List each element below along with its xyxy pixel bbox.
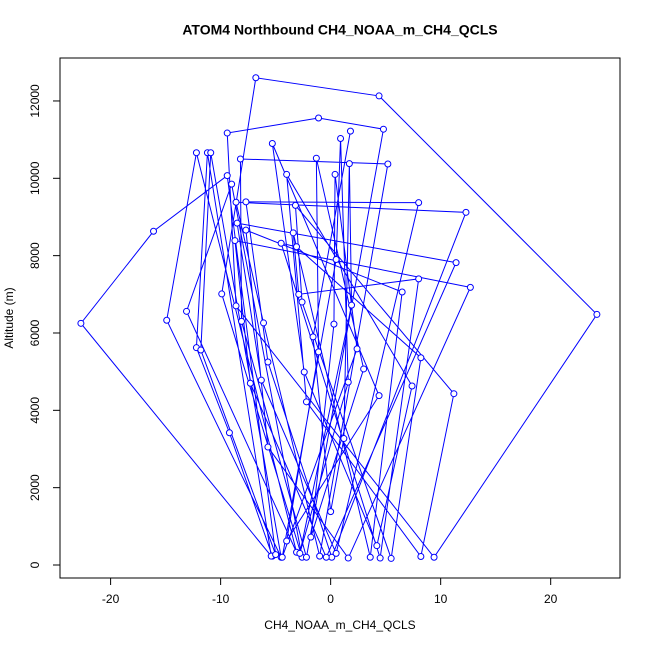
point [298,298,306,306]
point [225,429,233,437]
point [223,172,231,180]
point [379,125,387,133]
point [332,549,340,557]
point [309,333,317,341]
point [257,376,265,384]
y-tick-label: 8000 [28,242,42,269]
point [346,127,354,135]
point [232,198,240,206]
point [272,551,280,559]
point [417,354,425,362]
point [337,134,345,142]
point [593,310,601,318]
point [408,382,416,390]
point [150,227,158,235]
series-line [80,77,598,560]
point [415,199,423,207]
point [332,256,340,264]
point [295,290,303,298]
point [417,552,425,560]
point [415,275,423,283]
point [375,92,383,100]
point [315,114,323,122]
point [345,160,353,168]
point [296,549,304,557]
point [340,435,348,443]
x-axis-label: CH4_NOAA_m_CH4_QCLS [264,618,415,632]
y-axis-label: Altitude (m) [2,287,16,348]
x-tick-label: -20 [102,592,120,606]
point [302,398,310,406]
point [264,358,272,366]
point [331,170,339,178]
point [293,243,301,251]
point [376,554,384,562]
point [398,288,406,296]
point [77,319,85,327]
point [373,542,381,550]
point [307,533,315,541]
point [223,129,231,137]
y-tick-label: 12000 [28,84,42,118]
x-tick-label: 0 [327,592,334,606]
point [192,149,200,157]
point [353,345,361,353]
point [183,307,191,315]
point [242,198,250,206]
point [344,554,352,562]
y-tick-label: 2000 [28,474,42,501]
point [207,149,215,157]
point [278,553,286,561]
point [462,208,470,216]
point [232,302,240,310]
point [360,365,368,373]
x-tick-label: -10 [212,592,230,606]
x-tick-label: 10 [434,592,448,606]
point [246,379,254,387]
point [312,154,320,162]
y-tick-label: 10000 [28,161,42,195]
point [264,443,272,451]
y-tick-label: 4000 [28,397,42,424]
y-tick-label: 6000 [28,319,42,346]
point [387,554,395,562]
point [283,170,291,178]
point [163,316,171,324]
point [238,317,246,325]
point [236,155,244,163]
point [228,180,236,188]
chart-title: ATOM4 Northbound CH4_NOAA_m_CH4_QCLS [182,22,497,38]
point [197,346,205,354]
point [322,553,330,561]
point [430,553,438,561]
point [452,259,460,267]
y-tick-label: 0 [28,561,42,568]
point [344,378,352,386]
point [231,237,239,245]
point [218,290,226,298]
point [327,508,335,516]
x-tick-label: 20 [544,592,558,606]
point [283,537,291,545]
point [450,390,458,398]
point [315,348,323,356]
point [384,160,392,168]
point [300,368,308,376]
point [291,201,299,209]
point [348,301,356,309]
point [242,226,250,234]
point [252,74,260,82]
point [466,283,474,291]
point [268,140,276,148]
point [316,552,324,560]
point [302,553,310,561]
point [375,392,383,400]
point [289,229,297,237]
point [330,320,338,328]
point [277,239,285,247]
point [260,319,268,327]
point [233,219,241,227]
point [366,553,374,561]
